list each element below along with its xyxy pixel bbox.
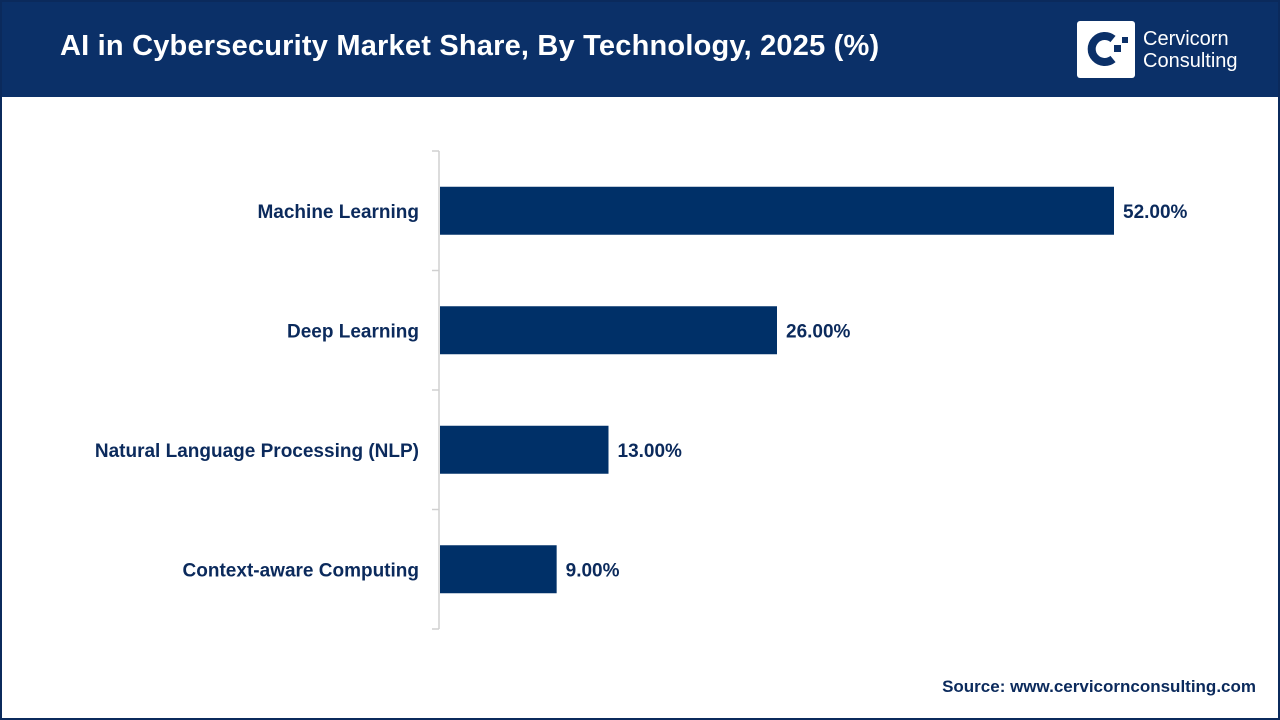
category-label: Natural Language Processing (NLP) [95,441,419,462]
bar [440,306,777,355]
category-label: Machine Learning [257,202,419,223]
bar [440,545,557,594]
logo-text-line1: Cervicorn [1143,27,1229,50]
bar [440,425,609,474]
chart-title: AI in Cybersecurity Market Share, By Tec… [60,30,880,62]
header-banner: AI in Cybersecurity Market Share, By Tec… [0,0,1280,97]
category-label: Context-aware Computing [183,560,419,581]
logo: Cervicorn Consulting [1077,21,1238,78]
data-label: 52.00% [1123,202,1188,223]
data-label: 13.00% [618,441,683,462]
data-label: 9.00% [566,560,620,581]
logo-icon [1077,21,1135,78]
data-label: 26.00% [786,321,851,342]
source-note: Source: www.cervicornconsulting.com [942,677,1256,696]
category-label: Deep Learning [287,321,419,342]
logo-text-line2: Consulting [1143,49,1238,72]
bar [440,186,1114,235]
